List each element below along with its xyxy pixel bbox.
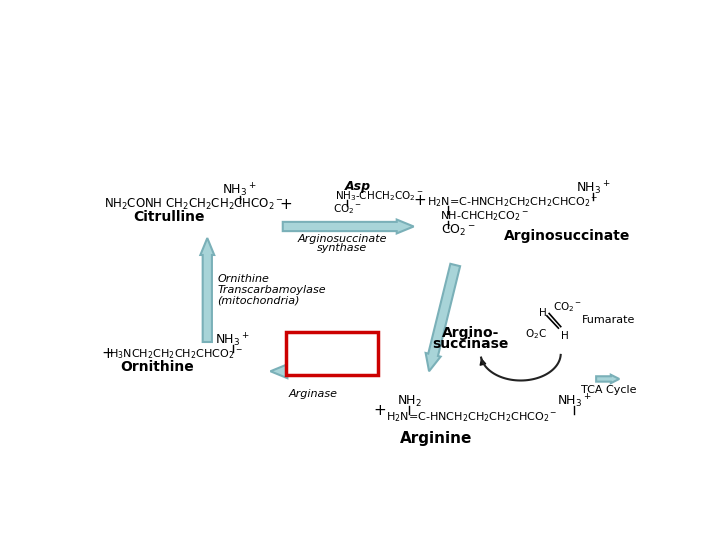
Text: Ornithine: Ornithine: [217, 274, 269, 284]
Text: synthase: synthase: [317, 243, 367, 253]
Text: H$_2$N=C-HNCH$_2$CH$_2$CH$_2$CHCO$_2$$^-$: H$_2$N=C-HNCH$_2$CH$_2$CH$_2$CHCO$_2$$^-…: [427, 195, 598, 209]
FancyArrow shape: [596, 375, 619, 383]
Text: +: +: [101, 346, 114, 361]
Text: Asp: Asp: [345, 180, 372, 193]
Text: +: +: [279, 198, 292, 212]
Text: Fumarate: Fumarate: [582, 315, 635, 326]
Text: H$_2$NCONH$_2$: H$_2$NCONH$_2$: [295, 353, 369, 368]
Text: CO$_2$$^-$: CO$_2$$^-$: [333, 202, 362, 217]
Text: NH$_3$$^+$: NH$_3$$^+$: [557, 393, 591, 410]
Text: NH$_3$$^+$: NH$_3$$^+$: [576, 179, 611, 197]
FancyArrow shape: [200, 238, 215, 342]
Text: H: H: [561, 331, 569, 341]
FancyBboxPatch shape: [286, 332, 378, 375]
Text: NH$_2$: NH$_2$: [397, 394, 421, 409]
Text: +: +: [413, 193, 426, 208]
FancyArrow shape: [271, 364, 354, 378]
Text: O$_2$C: O$_2$C: [525, 327, 547, 341]
Text: Citrulline: Citrulline: [133, 210, 204, 224]
Text: NH-CHCH$_2$CO$_2$$^-$: NH-CHCH$_2$CO$_2$$^-$: [440, 210, 529, 224]
Text: Arginosuccinate: Arginosuccinate: [297, 234, 387, 244]
Text: NH$_3$$^+$: NH$_3$$^+$: [222, 181, 257, 199]
Text: TCA Cycle: TCA Cycle: [582, 384, 637, 395]
Text: Argino-: Argino-: [442, 326, 500, 340]
Text: CO$_2$$^-$: CO$_2$$^-$: [553, 300, 582, 314]
Text: +: +: [374, 403, 386, 418]
Text: succinase: succinase: [433, 336, 509, 350]
Text: Urea: Urea: [313, 340, 351, 354]
FancyArrow shape: [426, 264, 460, 372]
Text: (mitochondria): (mitochondria): [217, 295, 300, 306]
FancyArrow shape: [283, 220, 414, 233]
Text: H$_3$NCH$_2$CH$_2$CH$_2$CHCO$_2$$^-$: H$_3$NCH$_2$CH$_2$CH$_2$CHCO$_2$$^-$: [109, 347, 243, 361]
Text: H$_2$N=C-HNCH$_2$CH$_2$CH$_2$CHCO$_2$$^-$: H$_2$N=C-HNCH$_2$CH$_2$CH$_2$CHCO$_2$$^-…: [386, 410, 557, 423]
Text: Arginosuccinate: Arginosuccinate: [504, 229, 630, 243]
Text: NH$_3$-CHCH$_2$CO$_2$$^-$: NH$_3$-CHCH$_2$CO$_2$$^-$: [335, 189, 423, 202]
Text: H: H: [539, 308, 547, 318]
Text: NH$_2$CONH CH$_2$CH$_2$CH$_2$CHCO$_2$$^-$: NH$_2$CONH CH$_2$CH$_2$CH$_2$CHCO$_2$$^-…: [104, 198, 284, 213]
Text: NH$_3$$^+$: NH$_3$$^+$: [215, 332, 250, 349]
Text: Transcarbamoylase: Transcarbamoylase: [217, 285, 326, 295]
Text: Arginine: Arginine: [400, 431, 472, 445]
Text: Ornithine: Ornithine: [120, 360, 194, 374]
Text: Arginase: Arginase: [288, 389, 337, 400]
Text: CO$_2$$^-$: CO$_2$$^-$: [441, 223, 475, 238]
